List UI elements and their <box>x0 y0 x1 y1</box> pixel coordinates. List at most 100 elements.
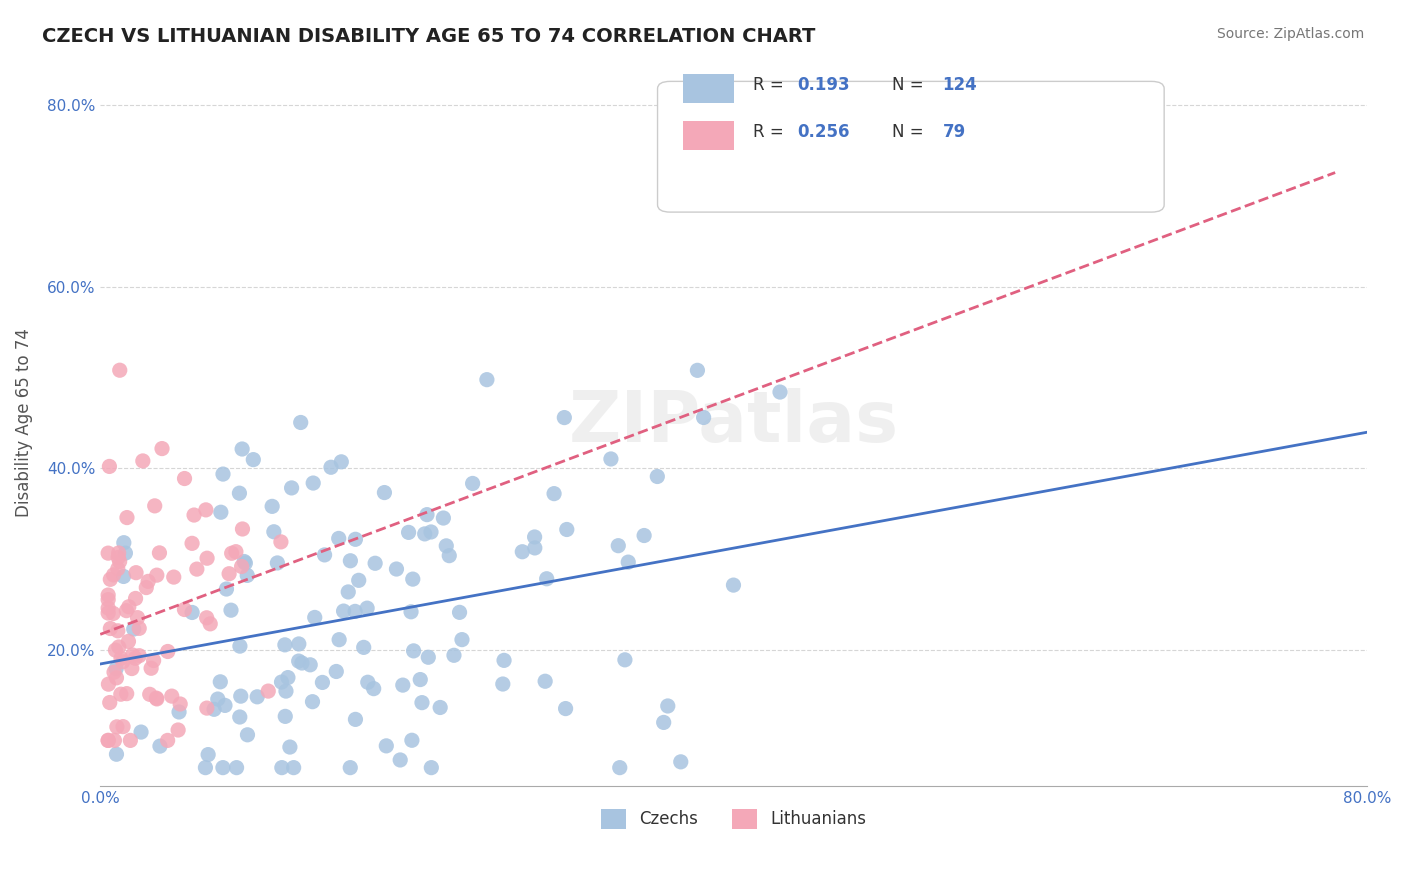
Point <box>212 467 235 481</box>
Point <box>212 761 235 775</box>
Point <box>257 684 280 698</box>
Point <box>108 363 131 377</box>
Point <box>291 656 314 670</box>
Point <box>263 524 285 539</box>
Point <box>181 606 204 620</box>
Point <box>600 452 623 467</box>
Point <box>657 698 679 713</box>
Point <box>156 733 179 747</box>
Point <box>105 747 128 762</box>
Point <box>103 665 125 680</box>
Point <box>266 556 288 570</box>
Point <box>413 527 436 541</box>
Point <box>332 604 354 618</box>
Point <box>385 562 408 576</box>
Point <box>195 701 218 715</box>
Point <box>110 651 132 665</box>
Point <box>319 460 342 475</box>
Point <box>302 476 325 491</box>
Point <box>207 692 229 706</box>
Point <box>373 485 395 500</box>
Point <box>288 637 311 651</box>
Point <box>229 639 252 653</box>
Point <box>121 648 143 662</box>
Point <box>117 634 139 648</box>
Point <box>439 549 461 563</box>
Point <box>225 761 247 775</box>
Point <box>337 585 360 599</box>
Point <box>290 416 312 430</box>
Point <box>120 733 142 747</box>
Text: CZECH VS LITHUANIAN DISABILITY AGE 65 TO 74 CORRELATION CHART: CZECH VS LITHUANIAN DISABILITY AGE 65 TO… <box>42 27 815 45</box>
Point <box>98 572 121 586</box>
Point <box>97 588 120 602</box>
FancyBboxPatch shape <box>658 81 1164 212</box>
Point <box>149 739 172 753</box>
Point <box>97 606 120 620</box>
Text: N =: N = <box>891 123 929 141</box>
Point <box>246 690 269 704</box>
Point <box>609 761 631 775</box>
Point <box>209 674 232 689</box>
Point <box>214 698 236 713</box>
Point <box>534 674 557 689</box>
Point <box>669 755 692 769</box>
Point <box>108 555 131 569</box>
Text: N =: N = <box>891 76 929 94</box>
Point <box>432 511 454 525</box>
Point <box>169 697 191 711</box>
Point <box>107 550 129 565</box>
Point <box>492 653 515 667</box>
Point <box>242 452 264 467</box>
Point <box>328 632 350 647</box>
Point <box>97 546 120 560</box>
Point <box>186 562 208 576</box>
Point <box>543 486 565 500</box>
Point <box>97 677 120 691</box>
Point <box>523 541 546 555</box>
Text: 0.193: 0.193 <box>797 76 849 94</box>
Point <box>686 363 709 377</box>
Point <box>233 555 256 569</box>
Point <box>195 551 218 566</box>
Point <box>98 622 121 636</box>
Point <box>202 702 225 716</box>
Point <box>389 753 412 767</box>
Point <box>274 684 297 698</box>
Point <box>97 592 120 607</box>
Point <box>617 555 640 569</box>
Point <box>156 644 179 658</box>
Point <box>420 761 443 775</box>
Point <box>347 574 370 588</box>
Point <box>328 532 350 546</box>
Point <box>105 662 128 676</box>
Point <box>339 554 361 568</box>
Text: R =: R = <box>752 123 789 141</box>
Legend: Czechs, Lithuanians: Czechs, Lithuanians <box>595 802 873 836</box>
Point <box>121 661 143 675</box>
Point <box>107 624 129 638</box>
Point <box>553 410 575 425</box>
Point <box>118 599 141 614</box>
Point <box>145 691 167 706</box>
Point <box>163 570 186 584</box>
Point <box>554 701 576 715</box>
Point <box>299 657 322 672</box>
Point <box>173 602 195 616</box>
Point <box>128 621 150 635</box>
Point <box>523 530 546 544</box>
Point <box>475 373 498 387</box>
Text: R =: R = <box>752 76 789 94</box>
Point <box>114 546 136 560</box>
Point <box>270 761 292 775</box>
Point <box>98 696 121 710</box>
Point <box>401 733 423 747</box>
Point <box>443 648 465 663</box>
Point <box>103 567 125 582</box>
Point <box>723 578 745 592</box>
Point <box>418 650 440 665</box>
Point <box>146 568 169 582</box>
Point <box>103 607 125 621</box>
Point <box>492 677 515 691</box>
Point <box>98 459 121 474</box>
